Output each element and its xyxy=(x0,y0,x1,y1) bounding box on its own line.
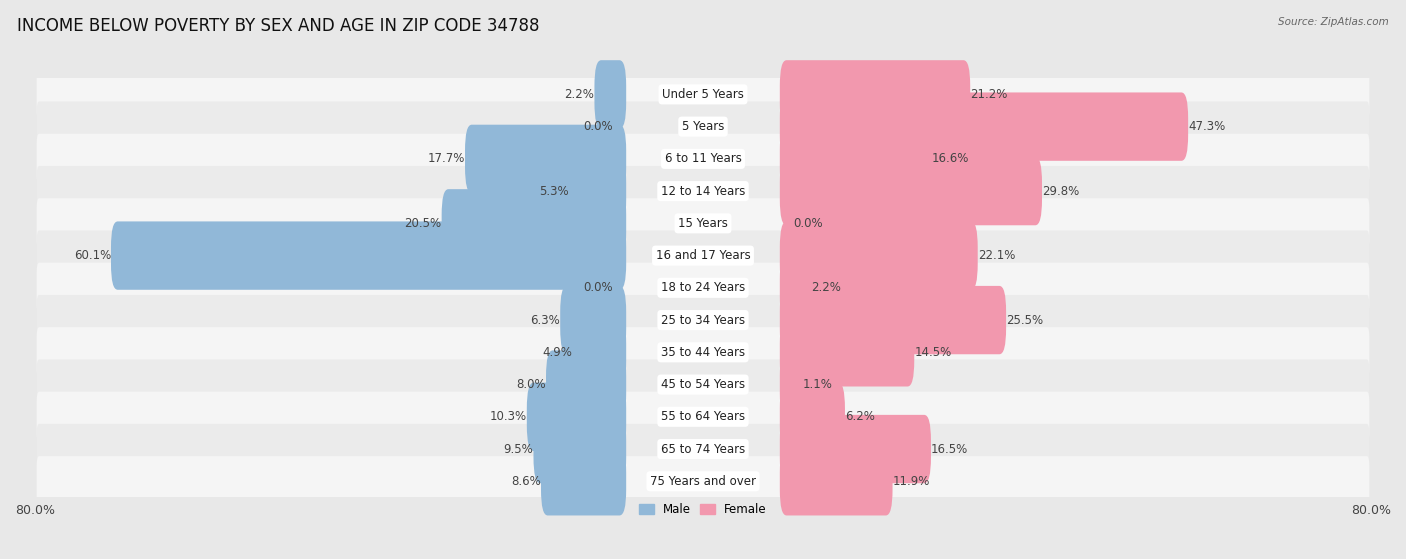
Text: 11.9%: 11.9% xyxy=(893,475,929,488)
Text: 6.3%: 6.3% xyxy=(530,314,560,326)
FancyBboxPatch shape xyxy=(780,125,932,193)
Text: 0.0%: 0.0% xyxy=(583,281,613,295)
Text: 8.0%: 8.0% xyxy=(516,378,546,391)
FancyBboxPatch shape xyxy=(37,198,1369,249)
FancyBboxPatch shape xyxy=(37,327,1369,377)
FancyBboxPatch shape xyxy=(37,392,1369,442)
Text: 9.5%: 9.5% xyxy=(503,443,533,456)
Text: 0.0%: 0.0% xyxy=(793,217,823,230)
Text: 4.9%: 4.9% xyxy=(543,346,572,359)
FancyBboxPatch shape xyxy=(568,157,626,225)
Text: 22.1%: 22.1% xyxy=(977,249,1015,262)
Text: 2.2%: 2.2% xyxy=(565,88,595,101)
FancyBboxPatch shape xyxy=(780,254,811,322)
Text: 10.3%: 10.3% xyxy=(489,410,527,423)
Text: 60.1%: 60.1% xyxy=(73,249,111,262)
Text: 20.5%: 20.5% xyxy=(405,217,441,230)
FancyBboxPatch shape xyxy=(780,60,970,129)
FancyBboxPatch shape xyxy=(546,350,626,419)
Text: 16.6%: 16.6% xyxy=(932,153,969,165)
FancyBboxPatch shape xyxy=(37,359,1369,410)
FancyBboxPatch shape xyxy=(780,350,803,419)
FancyBboxPatch shape xyxy=(37,102,1369,152)
Text: 47.3%: 47.3% xyxy=(1188,120,1226,133)
FancyBboxPatch shape xyxy=(780,157,1042,225)
Legend: Male, Female: Male, Female xyxy=(634,499,772,521)
FancyBboxPatch shape xyxy=(441,189,626,258)
Text: 25.5%: 25.5% xyxy=(1007,314,1043,326)
Text: 21.2%: 21.2% xyxy=(970,88,1008,101)
Text: INCOME BELOW POVERTY BY SEX AND AGE IN ZIP CODE 34788: INCOME BELOW POVERTY BY SEX AND AGE IN Z… xyxy=(17,17,540,35)
FancyBboxPatch shape xyxy=(780,286,1007,354)
Text: Under 5 Years: Under 5 Years xyxy=(662,88,744,101)
Text: 0.0%: 0.0% xyxy=(583,120,613,133)
Text: 12 to 14 Years: 12 to 14 Years xyxy=(661,184,745,198)
FancyBboxPatch shape xyxy=(37,230,1369,281)
FancyBboxPatch shape xyxy=(780,447,893,515)
FancyBboxPatch shape xyxy=(572,318,626,386)
Text: 45 to 54 Years: 45 to 54 Years xyxy=(661,378,745,391)
Text: 14.5%: 14.5% xyxy=(914,346,952,359)
Text: 17.7%: 17.7% xyxy=(427,153,465,165)
Text: 5 Years: 5 Years xyxy=(682,120,724,133)
FancyBboxPatch shape xyxy=(527,382,626,451)
FancyBboxPatch shape xyxy=(37,134,1369,184)
FancyBboxPatch shape xyxy=(37,166,1369,216)
Text: 15 Years: 15 Years xyxy=(678,217,728,230)
FancyBboxPatch shape xyxy=(560,286,626,354)
FancyBboxPatch shape xyxy=(465,125,626,193)
Text: 55 to 64 Years: 55 to 64 Years xyxy=(661,410,745,423)
FancyBboxPatch shape xyxy=(37,263,1369,313)
FancyBboxPatch shape xyxy=(37,424,1369,474)
FancyBboxPatch shape xyxy=(780,92,1188,161)
Text: 6.2%: 6.2% xyxy=(845,410,875,423)
Text: 29.8%: 29.8% xyxy=(1042,184,1080,198)
Text: 5.3%: 5.3% xyxy=(538,184,568,198)
FancyBboxPatch shape xyxy=(37,456,1369,506)
FancyBboxPatch shape xyxy=(780,221,977,290)
Text: 18 to 24 Years: 18 to 24 Years xyxy=(661,281,745,295)
Text: 25 to 34 Years: 25 to 34 Years xyxy=(661,314,745,326)
Text: 6 to 11 Years: 6 to 11 Years xyxy=(665,153,741,165)
Text: 75 Years and over: 75 Years and over xyxy=(650,475,756,488)
FancyBboxPatch shape xyxy=(37,69,1369,120)
Text: Source: ZipAtlas.com: Source: ZipAtlas.com xyxy=(1278,17,1389,27)
Text: 8.6%: 8.6% xyxy=(512,475,541,488)
Text: 16.5%: 16.5% xyxy=(931,443,969,456)
FancyBboxPatch shape xyxy=(37,295,1369,345)
FancyBboxPatch shape xyxy=(111,221,626,290)
Text: 65 to 74 Years: 65 to 74 Years xyxy=(661,443,745,456)
Text: 1.1%: 1.1% xyxy=(803,378,832,391)
FancyBboxPatch shape xyxy=(780,382,845,451)
Text: 35 to 44 Years: 35 to 44 Years xyxy=(661,346,745,359)
Text: 2.2%: 2.2% xyxy=(811,281,841,295)
FancyBboxPatch shape xyxy=(780,415,931,483)
FancyBboxPatch shape xyxy=(533,415,626,483)
FancyBboxPatch shape xyxy=(595,60,626,129)
FancyBboxPatch shape xyxy=(541,447,626,515)
FancyBboxPatch shape xyxy=(780,318,914,386)
Text: 16 and 17 Years: 16 and 17 Years xyxy=(655,249,751,262)
